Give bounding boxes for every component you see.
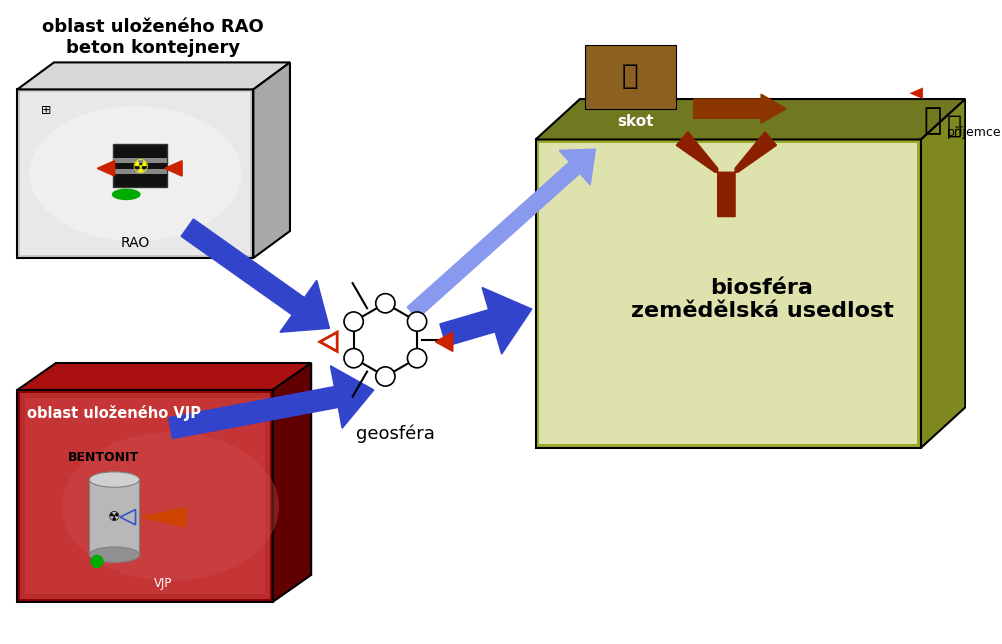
Text: 👤: 👤 xyxy=(945,114,960,138)
Polygon shape xyxy=(970,88,984,99)
Text: 👤: 👤 xyxy=(923,106,941,135)
Polygon shape xyxy=(407,149,595,319)
Text: BENTONIT: BENTONIT xyxy=(67,451,138,464)
Bar xyxy=(112,158,166,163)
Bar xyxy=(584,45,675,109)
Circle shape xyxy=(344,348,363,368)
Text: příjemce: příjemce xyxy=(946,126,1001,139)
Bar xyxy=(89,480,139,554)
Circle shape xyxy=(344,312,363,331)
Polygon shape xyxy=(435,332,452,352)
Ellipse shape xyxy=(89,547,139,562)
FancyArrow shape xyxy=(693,94,786,123)
Ellipse shape xyxy=(29,106,241,241)
Text: ☢: ☢ xyxy=(108,510,120,524)
Ellipse shape xyxy=(62,432,279,581)
Bar xyxy=(112,144,166,187)
Text: 🐄: 🐄 xyxy=(621,62,637,90)
Polygon shape xyxy=(920,99,964,448)
Polygon shape xyxy=(17,62,290,90)
Text: oblast uloženého VJP: oblast uloženého VJP xyxy=(27,405,200,421)
Polygon shape xyxy=(535,99,964,140)
Polygon shape xyxy=(440,287,531,354)
Text: geosféra: geosféra xyxy=(355,424,434,443)
Circle shape xyxy=(90,554,103,568)
Circle shape xyxy=(407,312,426,331)
Bar xyxy=(539,144,916,444)
Polygon shape xyxy=(17,90,254,258)
Polygon shape xyxy=(17,363,311,390)
Polygon shape xyxy=(254,62,290,258)
Text: skot: skot xyxy=(617,114,653,129)
Text: ☢: ☢ xyxy=(131,158,148,177)
Text: ⊞: ⊞ xyxy=(41,104,51,117)
Text: oblast uloženého RAO
beton kontejnery: oblast uloženého RAO beton kontejnery xyxy=(42,18,264,57)
Polygon shape xyxy=(675,132,776,216)
Circle shape xyxy=(407,348,426,368)
Text: RAO: RAO xyxy=(120,236,149,251)
Polygon shape xyxy=(181,219,329,332)
Polygon shape xyxy=(164,161,182,176)
Bar xyxy=(20,393,270,599)
Polygon shape xyxy=(273,363,311,602)
Polygon shape xyxy=(97,161,114,176)
Text: VJP: VJP xyxy=(153,578,172,591)
Bar xyxy=(112,169,166,174)
Ellipse shape xyxy=(111,189,140,200)
Polygon shape xyxy=(17,390,273,602)
Circle shape xyxy=(376,294,395,313)
Polygon shape xyxy=(168,366,374,439)
Bar xyxy=(539,144,916,444)
Bar xyxy=(20,92,250,255)
Ellipse shape xyxy=(89,472,139,488)
Text: biosféra
zemědělská usedlost: biosféra zemědělská usedlost xyxy=(630,278,893,321)
Polygon shape xyxy=(535,140,920,448)
Bar xyxy=(25,398,265,594)
Polygon shape xyxy=(909,88,922,99)
Polygon shape xyxy=(141,507,185,527)
Circle shape xyxy=(376,367,395,386)
